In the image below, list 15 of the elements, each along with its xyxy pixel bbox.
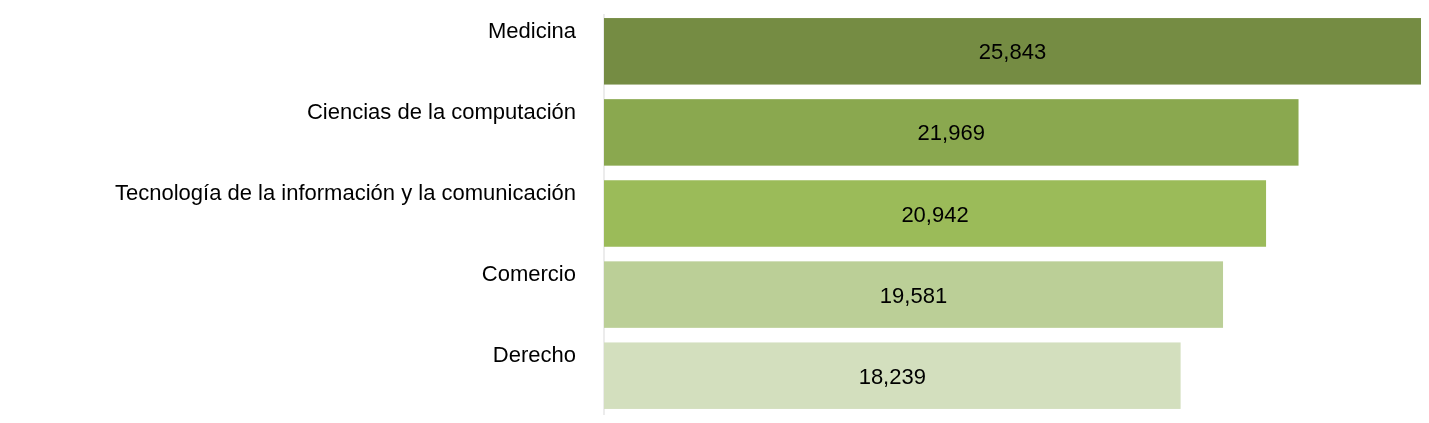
data-label: 20,942 [901, 201, 969, 227]
data-label: 18,239 [858, 363, 926, 389]
data-label: 21,969 [917, 120, 985, 146]
data-label: 19,581 [879, 282, 948, 308]
bar [604, 180, 1267, 247]
bar [604, 342, 1181, 409]
y-tick-label: Ciencias de la computación [306, 99, 576, 125]
bar [604, 18, 1421, 85]
bar [604, 99, 1299, 166]
data-label: 25,843 [978, 39, 1047, 65]
y-tick-label: Derecho [492, 342, 576, 368]
y-tick-label: Tecnología de la información y la comunicación [114, 180, 576, 206]
bar [604, 261, 1224, 328]
y-tick-label: Medicina [487, 18, 577, 44]
y-tick-label: Comercio [481, 261, 576, 287]
